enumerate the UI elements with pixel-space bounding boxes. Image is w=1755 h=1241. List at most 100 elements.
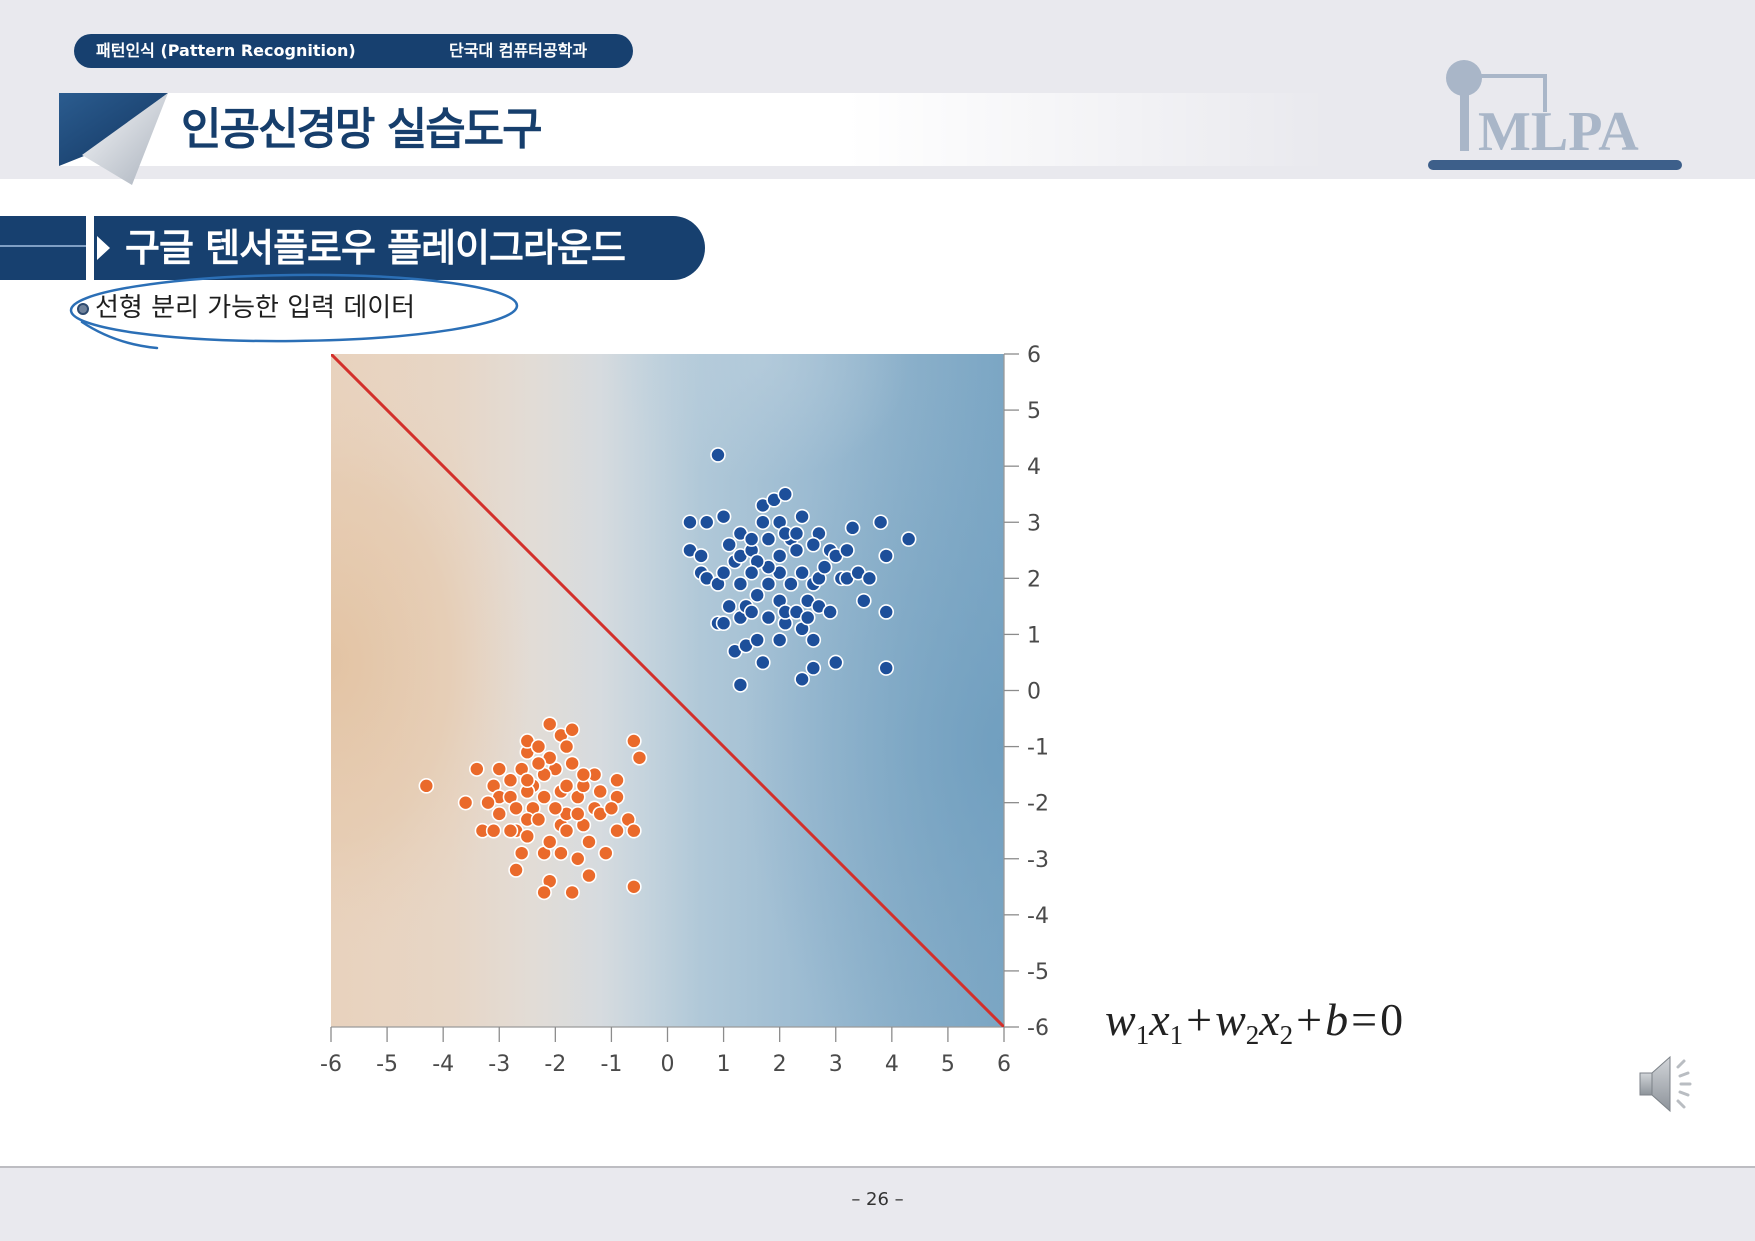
blue-data-point [743,531,760,547]
y-tick-label: 6 [1027,343,1041,368]
blue-data-point [822,604,838,620]
equation-operator: = [1351,994,1378,1045]
orange-data-point [536,884,552,901]
orange-data-point [626,822,642,839]
footer-background [0,1168,1755,1241]
blue-data-point [698,514,715,531]
blue-data-point [693,548,709,564]
page-curl-icon [59,93,168,185]
light-region-shade [610,354,910,480]
blue-data-point [783,576,799,592]
y-tick-label: -6 [1027,1016,1049,1041]
bullet-dot-icon [77,303,89,315]
blue-data-point [755,514,771,531]
equation-term: w [1215,994,1246,1045]
orange-data-point [457,794,474,811]
orange-data-point [575,766,592,783]
x-tick-label: 3 [829,1052,843,1077]
x-tick-label: 0 [661,1052,675,1077]
equation-subscript: 1 [1169,1020,1184,1050]
x-tick-label: -3 [488,1052,510,1077]
blue-data-point [788,542,805,559]
speaker-icon[interactable] [1634,1048,1706,1120]
orange-region-shade [331,362,531,962]
orange-data-point [530,755,547,772]
y-tick-label: -5 [1027,960,1049,985]
equation-term: w [1105,994,1136,1045]
blue-data-point [878,660,895,676]
orange-data-point [631,749,648,766]
orange-data-point [626,878,642,895]
x-tick-label: 5 [941,1052,955,1077]
orange-data-point [564,721,580,738]
orange-data-point [519,772,536,789]
orange-data-point [508,800,524,817]
blue-data-point [794,671,810,688]
blue-data-point [872,514,889,531]
blue-data-point [777,486,794,503]
x-tick-label: -1 [600,1052,622,1077]
orange-data-point [603,800,620,817]
blue-data-point [805,660,822,676]
y-tick-label: 1 [1027,623,1041,648]
equation-operator: + [1186,994,1213,1045]
orange-data-point [609,772,625,789]
blue-data-point [755,654,771,671]
blue-data-point [715,564,732,581]
page-curl-shape [82,93,168,185]
y-tick-label: 5 [1027,399,1041,424]
blue-data-point [827,654,844,671]
boundary-line [331,354,1004,1027]
orange-data-point [513,845,530,861]
blue-data-point [878,604,895,620]
blue-data-point [878,548,895,564]
orange-data-point [519,828,536,845]
blue-data-point [749,632,766,648]
orange-data-point [569,806,586,822]
section-heading-pill [94,216,705,280]
sound-waves [1676,1059,1692,1109]
mlpa-logo: MLPA [1428,60,1682,170]
y-tick-label: -2 [1027,792,1049,817]
blue-data-point [715,508,732,525]
x-tick-label: -2 [544,1052,566,1077]
blue-data-point [760,531,777,547]
orange-data-point [502,772,519,789]
blue-data-point [760,609,777,626]
blue-data-point [816,559,833,575]
blue-data-point [743,564,760,581]
orange-data-point [626,733,642,749]
page-corner-shape [59,93,168,166]
orange-data-point [558,738,575,755]
blue-data-point [861,570,878,587]
orange-data-point [569,850,586,867]
orange-data-point [485,822,502,839]
hand-drawn-ellipse [69,273,519,350]
title-band [59,93,1329,166]
blue-data-point [839,542,855,559]
orange-data-point [502,822,519,839]
orange-data-point [491,761,508,777]
y-tick-label: 0 [1027,680,1041,705]
blue-data-point [771,632,788,648]
orange-data-point [541,716,558,732]
orange-data-point [609,822,625,839]
equation-operator: + [1296,994,1323,1045]
y-tick-label: -4 [1027,904,1049,929]
page-title: 인공신경망 실습도구 [181,104,543,155]
orange-data-point [558,822,575,839]
speaker-cone [1651,1055,1671,1113]
blue-data-point [771,548,788,564]
orange-data-point [564,884,580,901]
footer-divider [0,1166,1755,1168]
scatter-plot: -6 -5 -4 -3 -2 -1 0 1 2 3 4 5 6 6 5 4 3 2 1 0 -1 -2 -3 -4 -5 -6 [320,343,1049,1077]
y-tick-label: -1 [1027,736,1049,761]
x-tick-label: 4 [885,1052,899,1077]
orange-data-point [469,761,485,777]
blue-data-point [760,576,777,592]
blue-data-point [900,531,917,547]
y-tick-label: 2 [1027,567,1041,592]
department-label: 단국대 컴퓨터공학과 [449,41,588,60]
orange-data-point [418,778,435,794]
orange-data-point [581,867,597,884]
